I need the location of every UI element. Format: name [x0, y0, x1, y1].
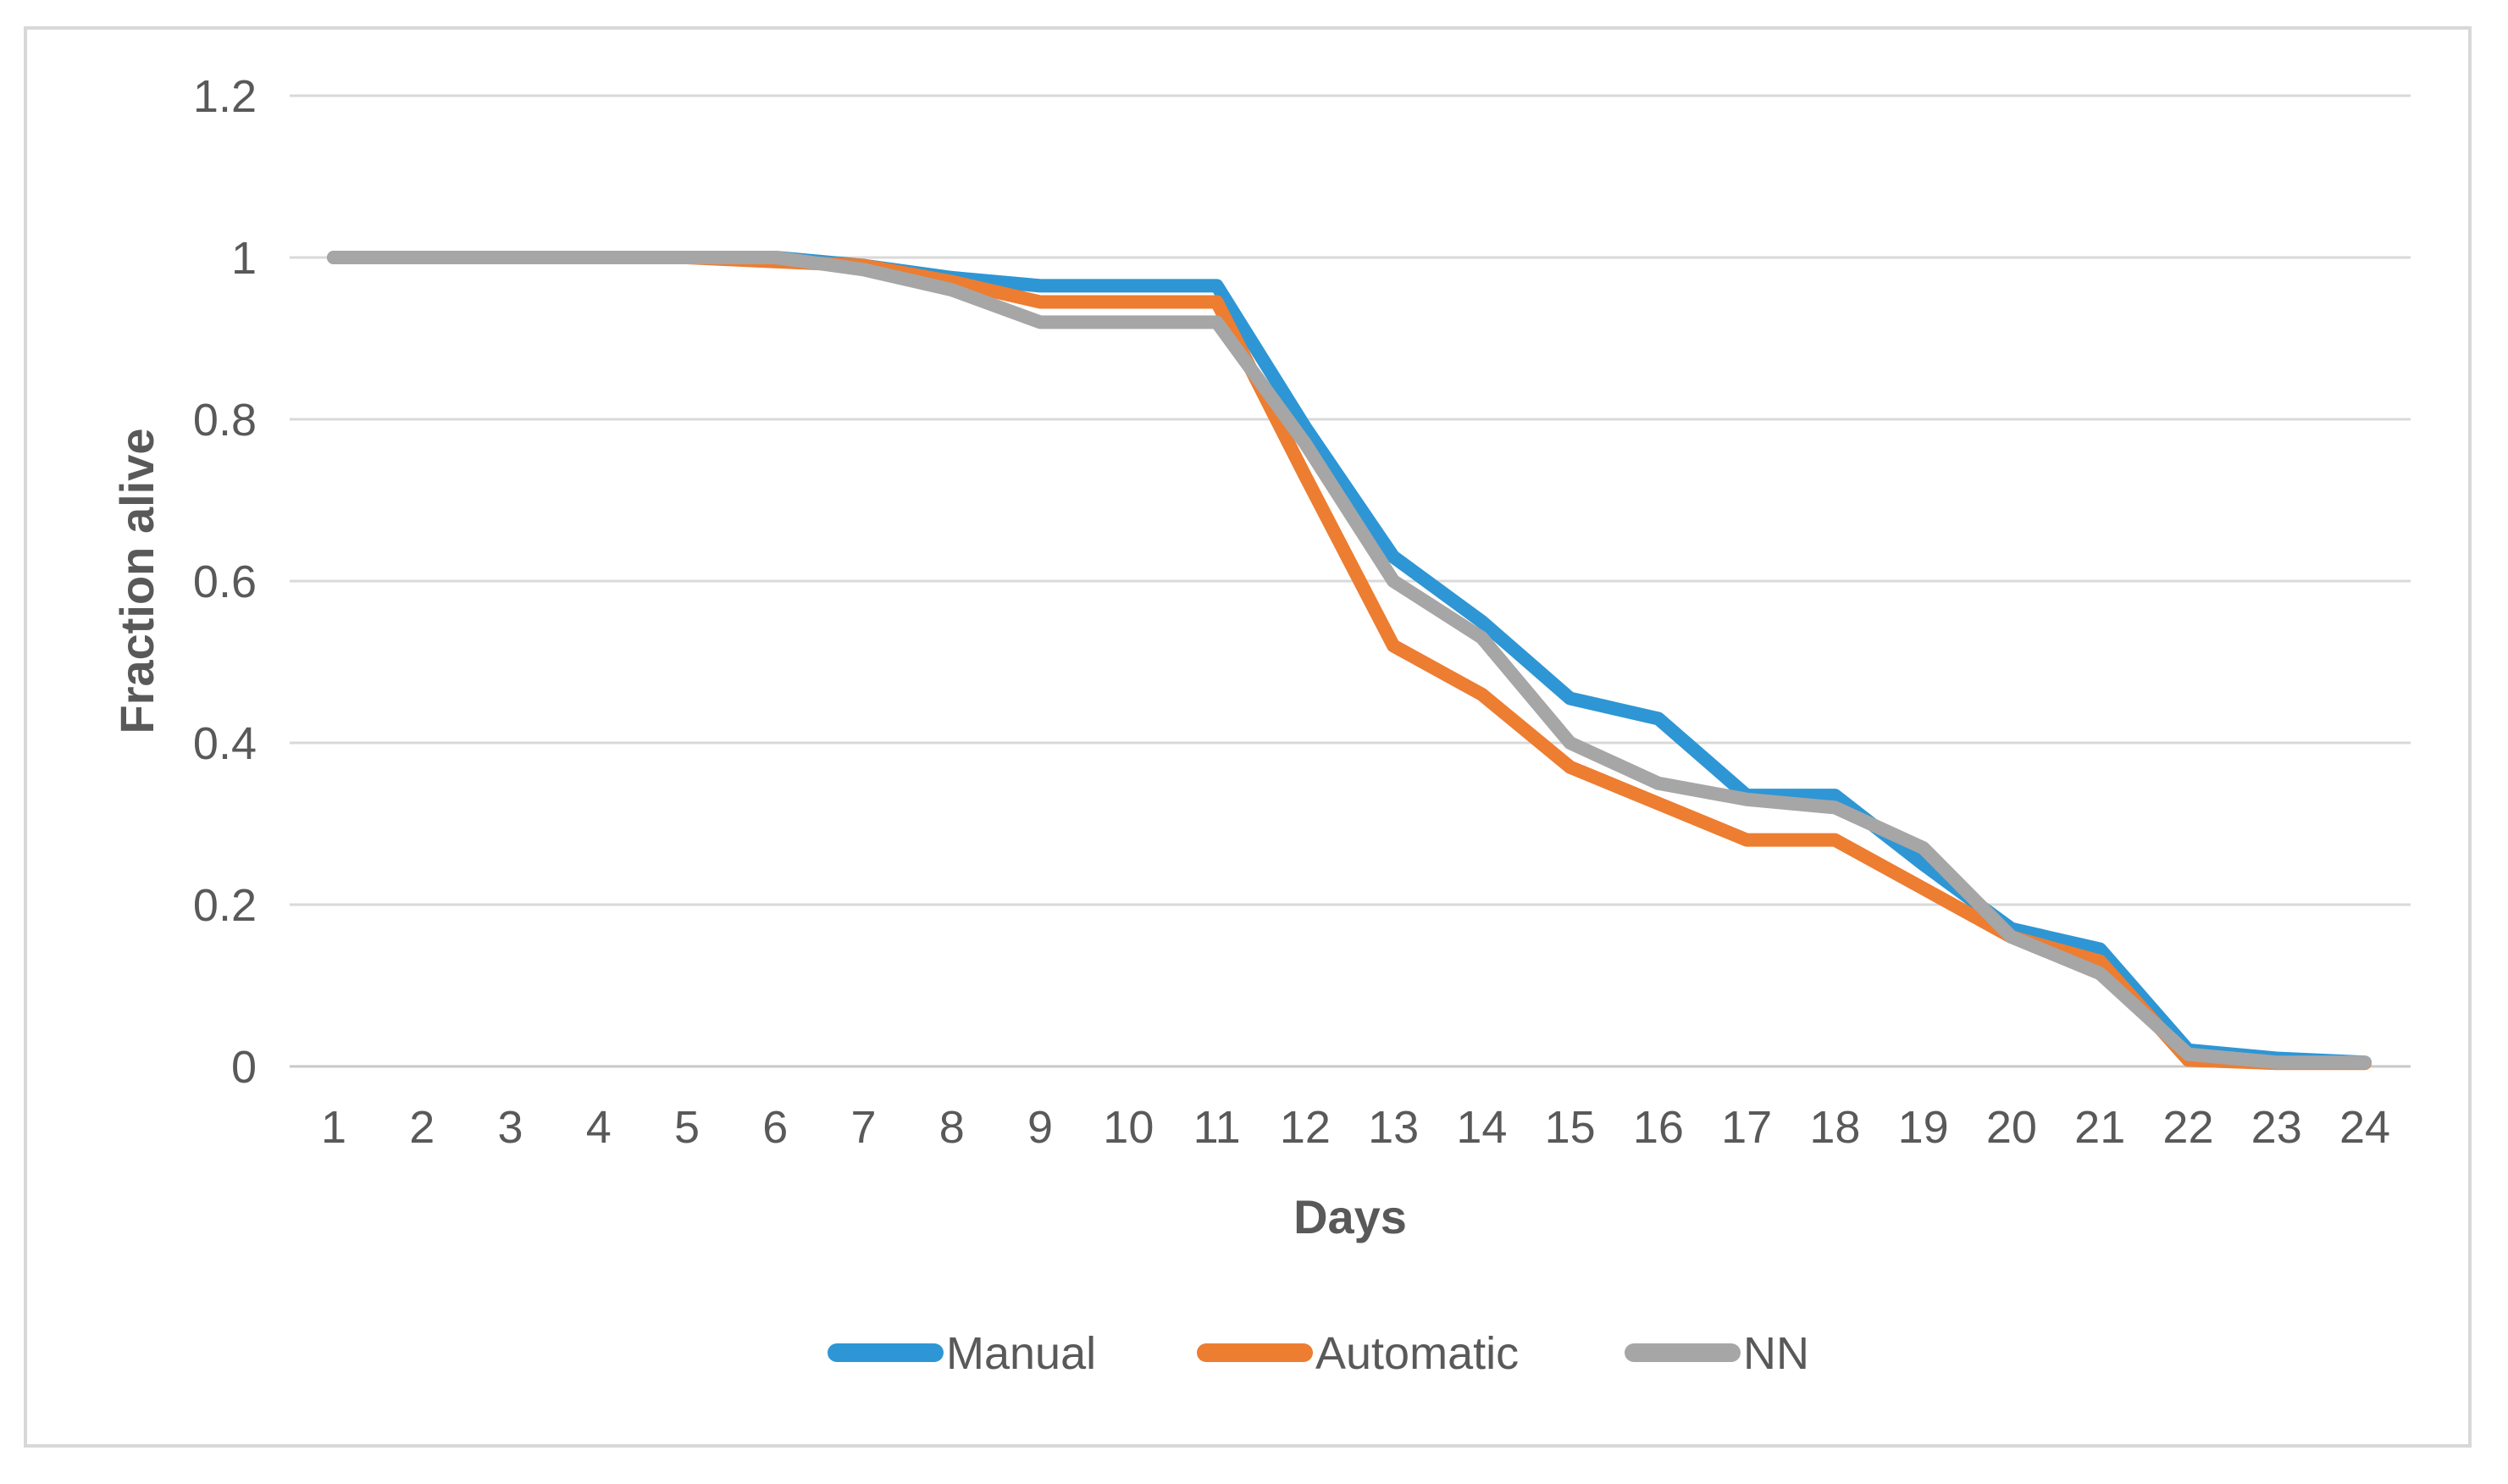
legend-label-nn: NN	[1743, 1328, 1809, 1379]
x-tick-label: 2	[409, 1102, 435, 1153]
x-tick-label: 19	[1898, 1102, 1949, 1153]
y-tick-label: 0.6	[193, 556, 257, 607]
x-tick-label: 24	[2339, 1102, 2390, 1153]
y-tick-label: 0.2	[193, 880, 257, 931]
y-tick-label: 0.8	[193, 395, 257, 446]
y-axis-tick-labels: 0 0.2 0.4 0.6 0.8 1 1.2	[193, 71, 257, 1093]
x-axis-tick-labels: 1 2 3 4 5 6 7 8 9 10 11 12 13 14 15 16 17 18 19 20 21 22 23 24	[321, 1102, 2390, 1153]
x-tick-label: 23	[2251, 1102, 2302, 1153]
y-tick-label: 0.4	[193, 718, 257, 769]
legend-label-automatic: Automatic	[1315, 1328, 1519, 1379]
x-tick-label: 17	[1721, 1102, 1772, 1153]
x-tick-label: 1	[321, 1102, 346, 1153]
legend-item-nn: NN	[1625, 1328, 1809, 1379]
series-line-nn	[327, 251, 2372, 1070]
figure-border	[24, 26, 2472, 1448]
x-tick-label: 16	[1633, 1102, 1684, 1153]
x-tick-label: 5	[674, 1102, 700, 1153]
x-tick-label: 9	[1027, 1102, 1053, 1153]
x-tick-label: 18	[1809, 1102, 1860, 1153]
x-tick-label: 12	[1280, 1102, 1331, 1153]
y-tick-label: 1	[231, 233, 257, 284]
x-tick-label: 22	[2162, 1102, 2213, 1153]
y-tick-label: 1.2	[193, 71, 257, 122]
x-tick-label: 10	[1103, 1102, 1154, 1153]
x-axis-title: Days	[1293, 1190, 1407, 1243]
x-tick-label: 15	[1545, 1102, 1596, 1153]
y-tick-label: 0	[231, 1042, 257, 1093]
x-tick-label: 21	[2074, 1102, 2125, 1153]
x-tick-label: 13	[1368, 1102, 1419, 1153]
x-tick-label: 3	[497, 1102, 523, 1153]
series-lines	[327, 251, 2372, 1071]
x-tick-label: 11	[1193, 1102, 1241, 1153]
gridlines	[290, 94, 2411, 1068]
x-tick-label: 8	[939, 1102, 965, 1153]
series-line-manual	[327, 251, 2372, 1070]
x-tick-label: 6	[762, 1102, 788, 1153]
legend: Manual Automatic NN	[828, 1328, 1809, 1379]
x-tick-label: 4	[586, 1102, 612, 1153]
legend-item-automatic: Automatic	[1197, 1328, 1519, 1379]
legend-item-manual: Manual	[828, 1328, 1096, 1379]
legend-label-manual: Manual	[946, 1328, 1096, 1379]
x-tick-label: 14	[1456, 1102, 1507, 1153]
x-tick-label: 20	[1986, 1102, 2037, 1153]
y-axis-title: Fraction alive	[110, 428, 163, 734]
x-tick-label: 7	[851, 1102, 877, 1153]
